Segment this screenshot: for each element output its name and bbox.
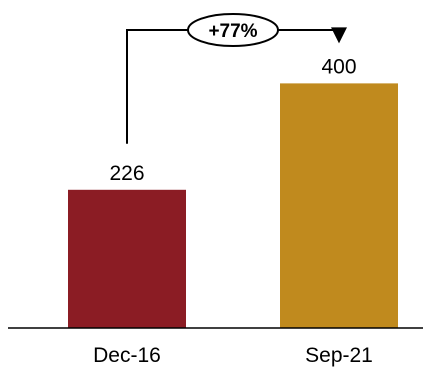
arrowhead-icon [331, 27, 347, 44]
growth-label: +77% [208, 21, 257, 42]
value-label-dec-16: 226 [109, 162, 144, 185]
bar-dec-16 [68, 189, 186, 328]
value-label-sep-21: 400 [321, 55, 356, 78]
x-tick-label-sep-21: Sep-21 [305, 344, 373, 367]
bars-layer [68, 83, 398, 328]
x-tick-label-dec-16: Dec-16 [93, 344, 161, 367]
growth-annotation: +77% [126, 13, 347, 144]
bar-sep-21 [280, 83, 398, 328]
growth-label-oval [187, 13, 279, 47]
x-tick-labels: Dec-16 Sep-21 [93, 344, 373, 367]
value-labels-layer: 226 400 [109, 55, 356, 184]
